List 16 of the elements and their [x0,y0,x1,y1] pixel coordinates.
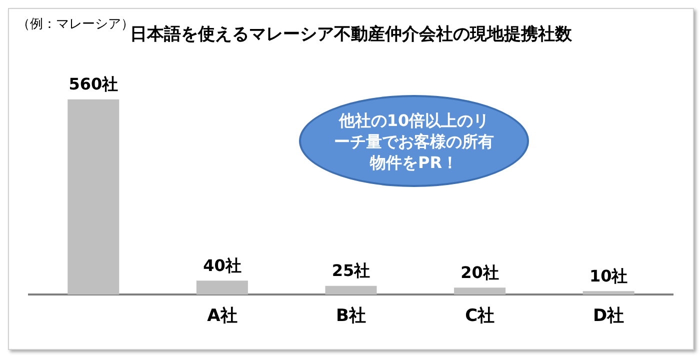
bar [68,99,120,295]
data-label: 25社 [332,261,370,280]
bar [454,288,506,295]
x-tick-label: D社 [593,306,624,326]
data-label: 10社 [589,266,628,286]
x-tick-label: C社 [465,306,495,326]
callout-ellipse: 他社の10倍以上のリーチ量でお客様の所有物件をPR！ [299,95,529,187]
x-tick-label: A社 [207,306,238,326]
bar [325,286,377,295]
data-label: 40社 [203,256,242,275]
bar [582,291,634,295]
chart-title: 日本語を使えるマレーシア不動産仲介会社の現地提携社数 [130,24,573,45]
x-tick-label: B社 [336,306,366,326]
data-label: 20社 [460,262,499,282]
bar [196,280,248,295]
data-label: 560社 [68,74,118,94]
